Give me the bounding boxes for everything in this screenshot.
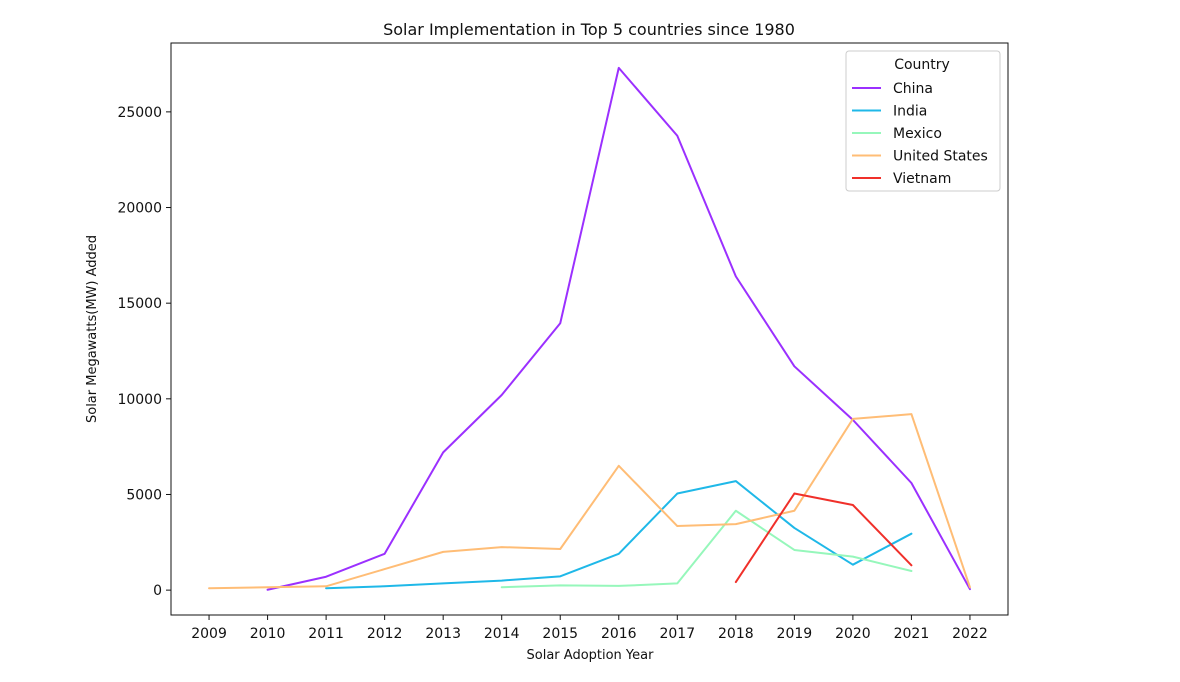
x-tick-label: 2019 [777, 626, 813, 642]
y-tick-label: 25000 [117, 105, 162, 121]
data-point [735, 275, 737, 277]
data-point [852, 418, 854, 420]
data-point [208, 587, 210, 589]
x-tick-label: 2013 [425, 626, 461, 642]
data-point [910, 413, 912, 415]
data-point [618, 585, 620, 587]
legend-item-mexico: Mexico [852, 126, 942, 142]
data-point [676, 492, 678, 494]
y-axis-label: Solar Megawatts(MW) Added [85, 235, 100, 423]
data-point [501, 394, 503, 396]
legend-label: Vietnam [893, 171, 951, 187]
data-point [559, 584, 561, 586]
data-point [793, 510, 795, 512]
data-point [910, 564, 912, 566]
legend-box [845, 50, 1001, 192]
data-point [325, 585, 327, 587]
y-tick-label: 15000 [117, 296, 162, 312]
data-point [325, 576, 327, 578]
x-axis-ticks: 2009 2010 2011 2012 2013 2014 2015 2016 2017 2018… [191, 615, 988, 642]
data-point [559, 322, 561, 324]
legend-item-china: China [852, 81, 933, 97]
data-point [618, 553, 620, 555]
chart-title: Solar Implementation in Top 5 countries … [383, 20, 795, 39]
data-point [383, 553, 385, 555]
data-point [559, 575, 561, 577]
data-point [793, 365, 795, 367]
x-tick-label: 2014 [484, 626, 520, 642]
data-point [969, 586, 971, 588]
data-point [793, 527, 795, 529]
series-lines [208, 66, 971, 591]
x-tick-label: 2018 [718, 626, 754, 642]
legend-items: China India Mexico United States Vietnam [852, 81, 988, 187]
data-point [383, 568, 385, 570]
y-tick-label: 0 [153, 583, 162, 599]
data-point [501, 586, 503, 588]
data-point [442, 582, 444, 584]
data-point [735, 510, 737, 512]
data-point [735, 480, 737, 482]
data-point [618, 465, 620, 467]
series-points-india [325, 480, 913, 590]
x-tick-label: 2012 [367, 626, 403, 642]
data-point [910, 570, 912, 572]
x-tick-label: 2020 [835, 626, 871, 642]
legend-label: Mexico [893, 126, 942, 142]
data-point [793, 492, 795, 494]
data-point [793, 549, 795, 551]
x-tick-label: 2015 [542, 626, 578, 642]
data-point [852, 563, 854, 565]
series-line-vietnam [734, 492, 913, 584]
x-tick-label: 2010 [250, 626, 286, 642]
legend: Country China India Mexico United States Vie… [845, 50, 1001, 192]
data-point [266, 586, 268, 588]
x-tick-label: 2011 [308, 626, 344, 642]
data-point [618, 67, 620, 69]
legend-label: India [893, 104, 927, 120]
legend-label: China [893, 81, 933, 97]
x-axis-label: Solar Adoption Year [527, 648, 655, 663]
series-line-mexico [500, 509, 913, 589]
x-tick-label: 2016 [601, 626, 637, 642]
data-point [852, 504, 854, 506]
legend-label: United States [893, 149, 988, 165]
data-point [501, 579, 503, 581]
x-tick-label: 2021 [894, 626, 930, 642]
plot-area-frame [170, 42, 1009, 616]
data-point [676, 582, 678, 584]
legend-item-india: India [852, 104, 927, 120]
legend-title: Country [894, 57, 950, 73]
x-tick-label: 2009 [191, 626, 227, 642]
y-axis-ticks: 0 5000 10000 15000 20000 25000 [117, 105, 171, 599]
data-point [383, 585, 385, 587]
data-point [735, 523, 737, 525]
data-point [442, 551, 444, 553]
data-point [676, 135, 678, 137]
y-tick-label: 5000 [126, 487, 162, 503]
data-point [559, 548, 561, 550]
data-point [676, 525, 678, 527]
y-tick-label: 10000 [117, 392, 162, 408]
data-point [852, 555, 854, 557]
x-tick-label: 2022 [952, 626, 988, 642]
legend-item-vietnam: Vietnam [852, 171, 951, 187]
data-point [910, 532, 912, 534]
data-point [910, 482, 912, 484]
data-point [442, 451, 444, 453]
x-tick-label: 2017 [659, 626, 695, 642]
series-line-india [325, 480, 913, 590]
data-point [501, 546, 503, 548]
series-line-united-states [208, 413, 971, 590]
data-point [266, 589, 268, 591]
data-point [735, 581, 737, 583]
legend-item-united-states: United States [852, 149, 988, 165]
y-tick-label: 20000 [117, 201, 162, 217]
